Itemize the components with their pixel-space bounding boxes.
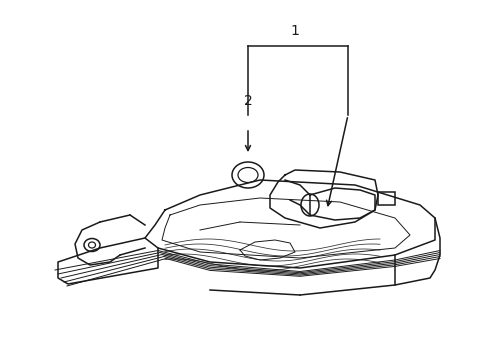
Text: 2: 2 bbox=[243, 94, 252, 108]
Text: 1: 1 bbox=[290, 24, 299, 38]
Bar bbox=[377, 192, 394, 205]
